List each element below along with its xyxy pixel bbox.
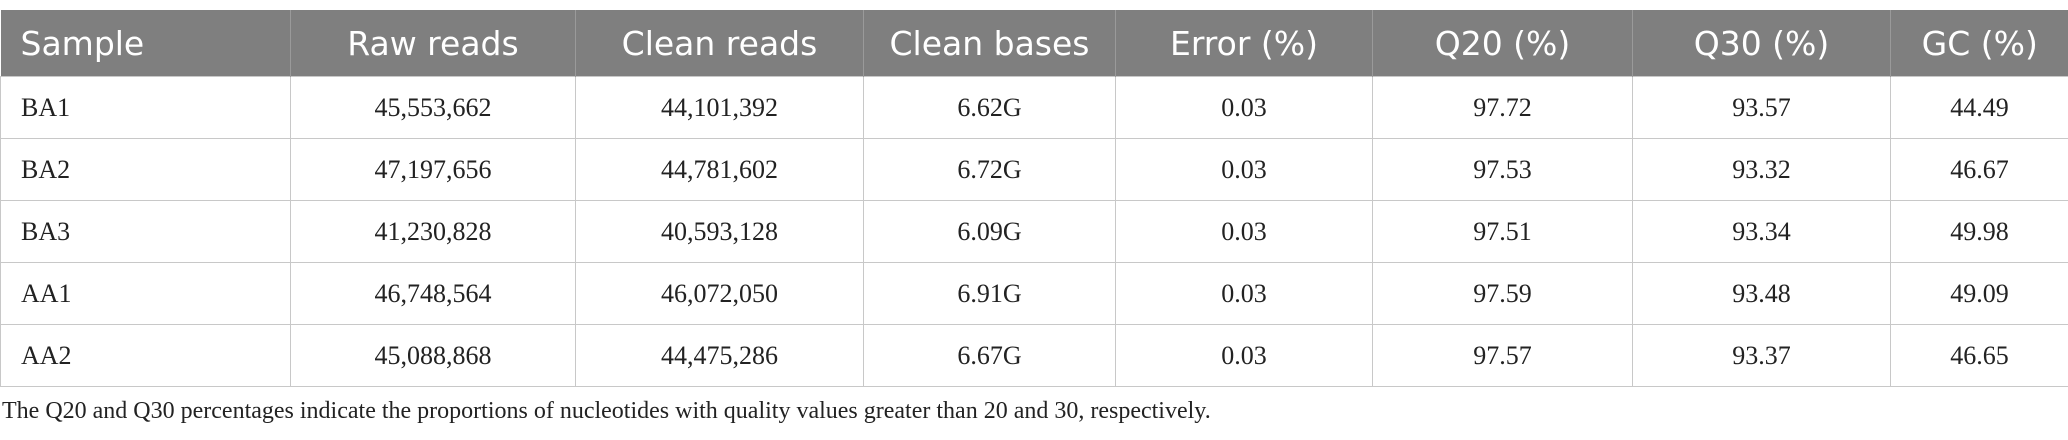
table-cell: 0.03 bbox=[1115, 76, 1373, 139]
table-cell: 6.72G bbox=[863, 138, 1116, 201]
table-cell: 44,475,286 bbox=[575, 324, 864, 387]
table-cell: 93.32 bbox=[1632, 138, 1891, 201]
table-cell: 41,230,828 bbox=[290, 200, 576, 263]
data-table: Sample Raw reads Clean reads Clean bases Err… bbox=[0, 10, 2068, 387]
table-cell: AA2 bbox=[0, 324, 291, 387]
table-cell: 44.49 bbox=[1890, 76, 2068, 139]
table-cell: 93.34 bbox=[1632, 200, 1891, 263]
table-cell: 46.65 bbox=[1890, 324, 2068, 387]
table-row: BA1 45,553,662 44,101,392 6.62G 0.03 97.72 93.… bbox=[0, 76, 2068, 139]
table-cell: 49.09 bbox=[1890, 262, 2068, 325]
table-row: AA1 46,748,564 46,072,050 6.91G 0.03 97.59 93.… bbox=[0, 262, 2068, 325]
header-cell: GC (%) bbox=[1890, 10, 2068, 77]
header-cell: Q30 (%) bbox=[1632, 10, 1891, 77]
table-cell: 93.37 bbox=[1632, 324, 1891, 387]
table-cell: 6.62G bbox=[863, 76, 1116, 139]
table-cell: 93.48 bbox=[1632, 262, 1891, 325]
table-cell: 44,101,392 bbox=[575, 76, 864, 139]
table-cell: 97.51 bbox=[1372, 200, 1633, 263]
table-cell: AA1 bbox=[0, 262, 291, 325]
table-cell: 97.59 bbox=[1372, 262, 1633, 325]
table-cell: 49.98 bbox=[1890, 200, 2068, 263]
table-cell: 6.91G bbox=[863, 262, 1116, 325]
table-row: AA2 45,088,868 44,475,286 6.67G 0.03 97.57 93.… bbox=[0, 324, 2068, 387]
table-cell: 0.03 bbox=[1115, 138, 1373, 201]
table-cell: 6.09G bbox=[863, 200, 1116, 263]
table-cell: BA2 bbox=[0, 138, 291, 201]
table-body: BA1 45,553,662 44,101,392 6.62G 0.03 97.72 93.… bbox=[0, 76, 2068, 387]
table-cell: 45,088,868 bbox=[290, 324, 576, 387]
table-cell: 6.67G bbox=[863, 324, 1116, 387]
table-row: BA3 41,230,828 40,593,128 6.09G 0.03 97.51 93.… bbox=[0, 200, 2068, 263]
table-cell: 46,748,564 bbox=[290, 262, 576, 325]
header-row: Sample Raw reads Clean reads Clean bases Err… bbox=[0, 10, 2068, 77]
table-wrap: Sample Raw reads Clean reads Clean bases Err… bbox=[0, 10, 2068, 387]
header-cell: Q20 (%) bbox=[1372, 10, 1633, 77]
table-cell: 47,197,656 bbox=[290, 138, 576, 201]
footnote: The Q20 and Q30 percentages indicate the… bbox=[2, 398, 1211, 424]
table-cell: 46,072,050 bbox=[575, 262, 864, 325]
table-cell: 0.03 bbox=[1115, 200, 1373, 263]
table-cell: 93.57 bbox=[1632, 76, 1891, 139]
table-cell: 0.03 bbox=[1115, 262, 1373, 325]
table-row: BA2 47,197,656 44,781,602 6.72G 0.03 97.53 93.… bbox=[0, 138, 2068, 201]
table-cell: 44,781,602 bbox=[575, 138, 864, 201]
table-cell: BA3 bbox=[0, 200, 291, 263]
table-cell: 97.53 bbox=[1372, 138, 1633, 201]
header-cell: Clean bases bbox=[863, 10, 1116, 77]
table-cell: 97.57 bbox=[1372, 324, 1633, 387]
header-cell: Error (%) bbox=[1115, 10, 1373, 77]
table-cell: 97.72 bbox=[1372, 76, 1633, 139]
table-cell: 40,593,128 bbox=[575, 200, 864, 263]
table-cell: 45,553,662 bbox=[290, 76, 576, 139]
table-cell: 0.03 bbox=[1115, 324, 1373, 387]
header-cell: Raw reads bbox=[290, 10, 576, 77]
header-cell: Sample bbox=[0, 10, 291, 77]
header-cell: Clean reads bbox=[575, 10, 864, 77]
table-cell: BA1 bbox=[0, 76, 291, 139]
table-cell: 46.67 bbox=[1890, 138, 2068, 201]
